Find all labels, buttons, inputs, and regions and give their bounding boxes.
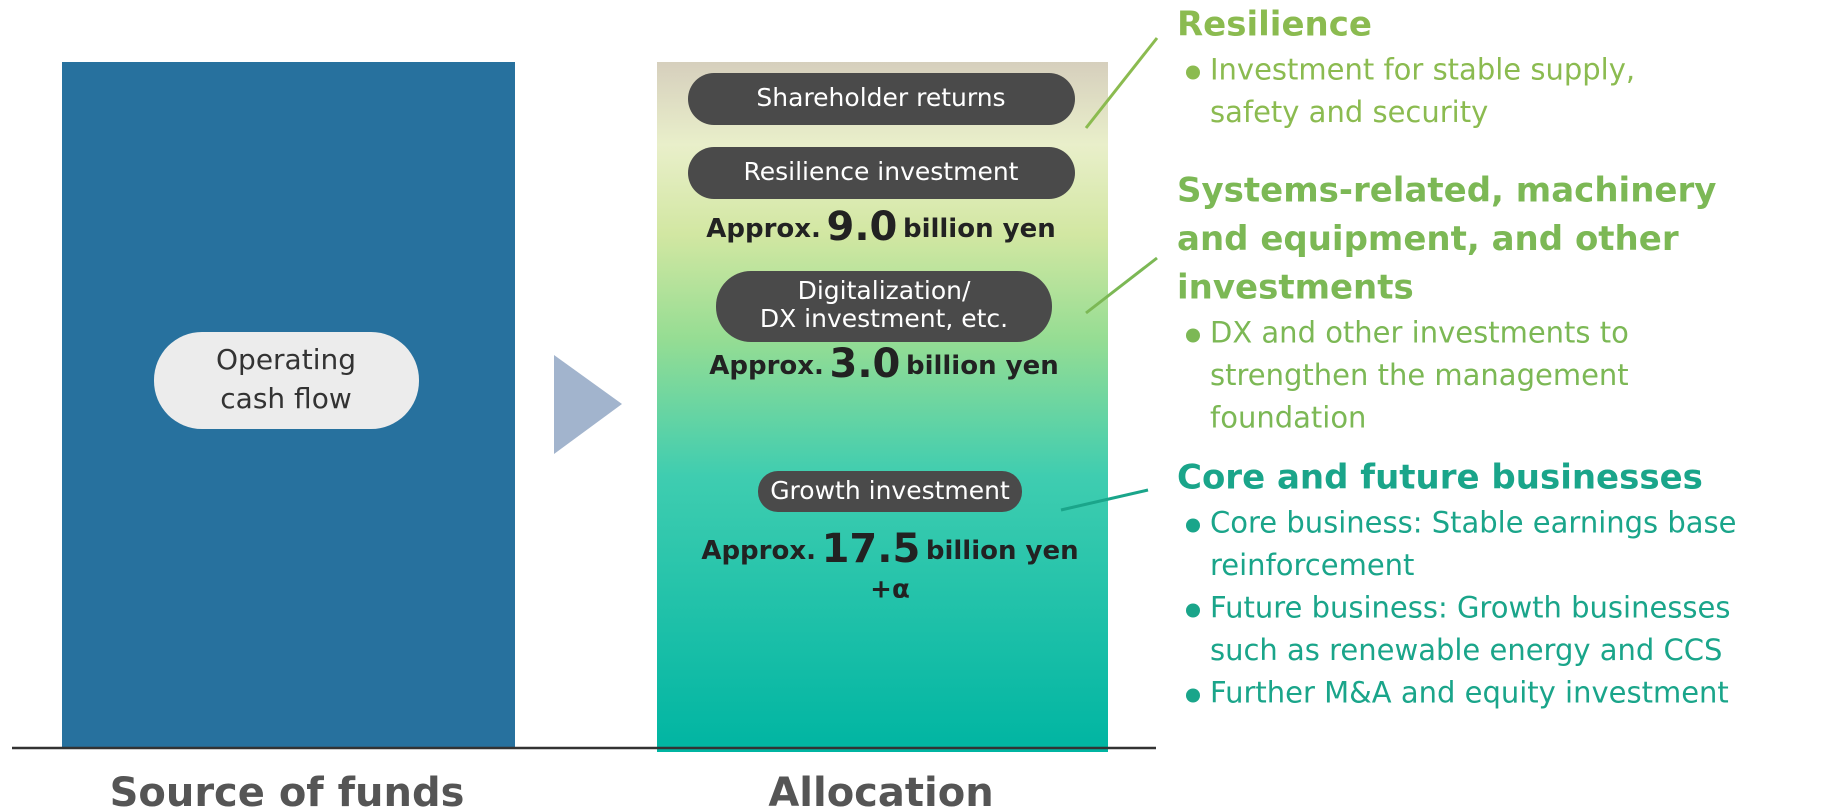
section-heading: Core and future businesses (1177, 458, 1703, 498)
connector (1060, 488, 1149, 512)
bullet-text: safety and security (1210, 95, 1488, 129)
amount-value: 9.0 (827, 204, 898, 250)
amount: Approx. 3.0 billion yen (709, 341, 1058, 387)
amount-extra: +α (870, 575, 910, 605)
amount-unit: billion yen (903, 214, 1056, 244)
bullet-dot (1186, 603, 1200, 618)
section-heading: Resilience (1177, 5, 1372, 45)
amount-value: 3.0 (830, 341, 901, 387)
bullet-text: reinforcement (1210, 548, 1414, 582)
pill (688, 73, 1075, 125)
pill-text: Digitalization/ (798, 276, 971, 305)
bullet-dot (1186, 328, 1200, 343)
source-label: Source of funds (110, 770, 465, 809)
bullet-text: such as renewable energy and CCS (1210, 633, 1722, 667)
bullet-dot (1186, 688, 1200, 703)
bullet-dot (1186, 65, 1200, 80)
amount-unit: billion yen (926, 536, 1079, 566)
bullet-text: Future business: Growth businesses (1210, 591, 1731, 625)
section-heading: Systems-related, machinery (1177, 171, 1716, 211)
amount-prefix: Approx. (701, 536, 816, 566)
bullet-text: Further M&A and equity investment (1210, 676, 1729, 710)
pill (716, 271, 1052, 342)
pill (688, 147, 1075, 199)
source-pill-text: cash flow (220, 382, 351, 415)
amount-unit: billion yen (906, 351, 1059, 381)
bullet-text: Investment for stable supply, (1210, 53, 1635, 87)
amount-prefix: Approx. (706, 214, 821, 244)
section-heading: investments (1177, 268, 1414, 308)
source-pill (154, 332, 419, 429)
amount: Approx. 17.5 billion yen (701, 526, 1078, 572)
connector (1084, 37, 1159, 129)
bullet-text: DX and other investments to (1210, 316, 1629, 350)
pill-text: Resilience investment (744, 157, 1019, 186)
sections: Resilience Investment for stable supply, s… (1177, 5, 1737, 710)
pill-text: Growth investment (770, 476, 1010, 505)
pill (758, 471, 1022, 512)
pill-text: Shareholder returns (756, 83, 1005, 112)
bullet-text: foundation (1210, 401, 1366, 435)
allocation-label: Allocation (768, 770, 993, 809)
bullet-text: Core business: Stable earnings base (1210, 506, 1737, 540)
pill-text: DX investment, etc. (760, 304, 1008, 333)
amount: Approx. 9.0 billion yen (706, 204, 1055, 250)
amount-prefix: Approx. (709, 351, 824, 381)
amount-value: 17.5 (822, 526, 921, 572)
bullet-dot (1186, 518, 1200, 533)
section-heading: and equipment, and other (1177, 219, 1679, 259)
bullet-text: strengthen the management (1210, 358, 1629, 392)
source-pill-text: Operating (216, 343, 356, 376)
arrow (554, 355, 622, 454)
connector (1085, 256, 1158, 315)
